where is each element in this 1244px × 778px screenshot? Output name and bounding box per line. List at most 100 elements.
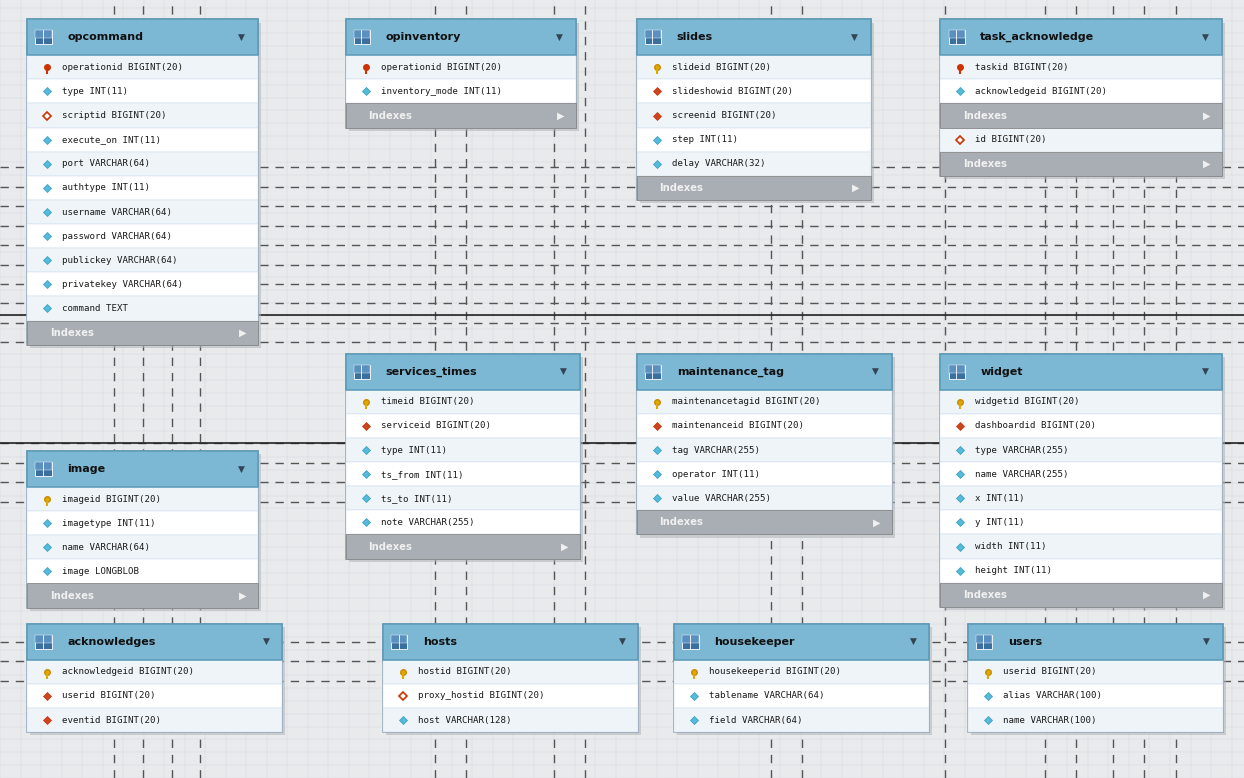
Bar [27,708,282,732]
Bar [346,510,580,534]
Text: opcommand: opcommand [67,33,143,42]
Bar [637,462,892,486]
Bar [27,79,258,103]
Text: delay VARCHAR(32): delay VARCHAR(32) [672,159,765,168]
Text: acknowledgeid BIGINT(20): acknowledgeid BIGINT(20) [62,668,194,676]
Bar [940,510,1222,534]
Bar [27,224,258,248]
Text: command TEXT: command TEXT [62,304,128,313]
Text: image LONGBLOB: image LONGBLOB [62,567,139,576]
Text: ▶: ▶ [1203,110,1210,121]
Text: ▶: ▶ [1203,590,1210,600]
Bar [940,462,1222,486]
Text: ▶: ▶ [557,110,565,121]
Bar [27,511,258,535]
Text: x INT(11): x INT(11) [975,494,1025,503]
Bar [968,624,1223,732]
Text: ▶: ▶ [873,517,881,527]
Bar [27,19,258,345]
Text: task_acknowledge: task_acknowledge [980,32,1095,43]
Bar [346,486,580,510]
Bar [383,624,638,660]
Text: maintenancetagid BIGINT(20): maintenancetagid BIGINT(20) [672,398,820,406]
Bar [637,19,871,55]
Text: ▼: ▼ [909,637,917,647]
Bar [940,19,1222,55]
Bar [948,30,965,38]
Bar [35,30,51,38]
Bar [353,365,371,379]
Text: widgetid BIGINT(20): widgetid BIGINT(20) [975,398,1080,406]
Text: timeid BIGINT(20): timeid BIGINT(20) [381,398,474,406]
Bar [940,152,1222,176]
Bar [940,55,1222,79]
Bar [970,627,1225,735]
Bar [27,296,258,321]
Bar [943,357,1224,610]
Bar [674,684,929,708]
Text: ▼: ▼ [872,367,880,377]
Text: operationid BIGINT(20): operationid BIGINT(20) [381,63,501,72]
Bar [30,454,260,611]
Text: scriptid BIGINT(20): scriptid BIGINT(20) [62,111,167,120]
Text: imagetype INT(11): imagetype INT(11) [62,519,156,527]
Bar [674,624,929,732]
Bar [35,462,51,470]
Bar [948,365,965,379]
Bar [940,559,1222,583]
Bar [27,248,258,272]
Bar [639,357,894,538]
Bar [383,624,638,732]
Bar [968,684,1223,708]
Bar [346,19,576,128]
Text: privatekey VARCHAR(64): privatekey VARCHAR(64) [62,280,183,289]
Text: Indexes: Indexes [50,591,93,601]
Text: port VARCHAR(64): port VARCHAR(64) [62,159,151,168]
Text: housekeeperid BIGINT(20): housekeeperid BIGINT(20) [709,668,841,676]
Bar [27,103,258,128]
Bar [639,23,873,203]
Bar [353,30,371,38]
Bar [35,462,51,476]
Text: host VARCHAR(128): host VARCHAR(128) [418,716,511,724]
Text: width INT(11): width INT(11) [975,542,1046,551]
Text: ▼: ▼ [238,33,245,42]
Text: ▶: ▶ [1203,159,1210,169]
Bar [27,152,258,176]
Text: authtype INT(11): authtype INT(11) [62,184,151,192]
Text: type INT(11): type INT(11) [381,446,447,454]
Bar [346,354,580,559]
Text: ▼: ▼ [618,637,626,647]
Bar [637,19,871,200]
Bar [975,635,991,643]
Bar [637,55,871,79]
Bar [637,354,892,390]
Text: Indexes: Indexes [659,183,703,193]
Text: step INT(11): step INT(11) [672,135,738,144]
Text: Indexes: Indexes [368,110,412,121]
Bar [637,128,871,152]
Text: name VARCHAR(100): name VARCHAR(100) [1003,716,1096,724]
Bar [383,708,638,732]
Text: ▼: ▼ [1202,367,1209,377]
Text: ts_from INT(11): ts_from INT(11) [381,470,463,478]
Text: hostid BIGINT(20): hostid BIGINT(20) [418,668,511,676]
Bar [27,128,258,152]
Text: ▶: ▶ [561,541,569,552]
Bar [940,79,1222,103]
Text: Indexes: Indexes [963,110,1006,121]
Text: hosts: hosts [423,637,457,647]
Bar [27,624,282,660]
Bar [940,103,1222,128]
Bar [27,272,258,296]
Text: screenid BIGINT(20): screenid BIGINT(20) [672,111,776,120]
Text: ts_to INT(11): ts_to INT(11) [381,494,452,503]
Bar [27,487,258,511]
Text: imageid BIGINT(20): imageid BIGINT(20) [62,495,162,503]
Text: ▶: ▶ [239,328,246,338]
Bar [968,624,1223,660]
Bar [674,660,929,684]
Bar [346,79,576,103]
Bar [637,390,892,414]
Text: eventid BIGINT(20): eventid BIGINT(20) [62,716,162,724]
